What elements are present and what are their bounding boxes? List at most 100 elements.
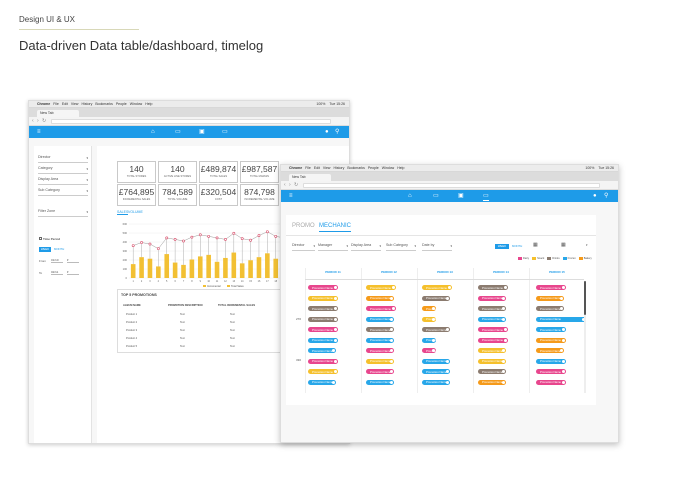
timeline-bar[interactable]: Promotion Name [366, 379, 394, 385]
from-year-field[interactable]: ▾ [67, 258, 79, 263]
menu-icon[interactable]: ≡ [289, 193, 293, 199]
scrollbar[interactable] [584, 281, 586, 393]
timeline-bar[interactable]: Promotion Name [536, 348, 564, 353]
back-icon[interactable]: ‹ [284, 182, 286, 188]
timeline-bar[interactable]: Promotion Name [478, 348, 506, 353]
from-field[interactable]: 01/10 [51, 258, 63, 263]
calendar-from-icon[interactable]: ▦ [533, 242, 538, 248]
mac-menu-item[interactable]: View [322, 166, 331, 170]
timeline-bar[interactable]: Promotion Name [308, 285, 338, 290]
filter-select[interactable]: Filter Zone ▾ [38, 209, 88, 217]
back-icon[interactable]: ‹ [32, 118, 34, 124]
calendar-to-icon[interactable]: ▦ [561, 242, 566, 248]
calendar-icon[interactable]: ▣ [458, 193, 464, 199]
timeline-bar[interactable]: Promotion Name [422, 285, 452, 290]
timeline-bar[interactable]: Promotion Name [308, 369, 338, 374]
timeline-bar[interactable]: Promotion Name [536, 379, 566, 385]
timeline-bar[interactable]: Promotion Name [366, 295, 394, 301]
mac-menu-item[interactable]: History [81, 102, 93, 106]
inbox-icon[interactable]: ▭ [433, 193, 439, 199]
mac-menu-item[interactable]: View [70, 102, 79, 106]
url-input[interactable] [51, 119, 331, 124]
timeline-bar[interactable]: Promotion Name [422, 327, 450, 332]
timeline-bar[interactable]: Promotion Name [536, 369, 566, 374]
timeline-bar[interactable]: Promotion Name [536, 316, 586, 322]
mac-menu-item[interactable]: Help [145, 102, 153, 106]
timeline-bar[interactable]: Promotion Name [308, 306, 338, 311]
timeline-bar[interactable]: Promotion Name [366, 285, 396, 290]
timeline-bar[interactable]: Promotion Name [478, 285, 508, 290]
timeline-bar[interactable]: Promotion Name [422, 337, 447, 343]
inbox-icon[interactable]: ▭ [175, 129, 181, 135]
mac-menu-item[interactable]: File [53, 102, 59, 106]
timeline-bar[interactable]: Promotion Name [536, 295, 564, 301]
timeline-bar[interactable]: Promotion Name [422, 348, 447, 353]
timeline-bar[interactable]: Promotion Name [422, 369, 450, 374]
timeline-bar[interactable]: Promotion Name [308, 348, 336, 353]
filter-select[interactable]: Date by ▾ [422, 243, 452, 251]
timeline-bar[interactable]: Promotion Name [422, 379, 450, 385]
timeline-bar[interactable]: Promotion Name [478, 306, 506, 311]
mac-menu-item[interactable]: People [367, 166, 379, 170]
timeline-bar[interactable]: Promotion Name [536, 285, 566, 290]
mac-menu-item[interactable]: Window [129, 102, 143, 106]
timeline-bar[interactable]: Promotion Name [366, 337, 394, 343]
mac-menu-item[interactable]: History [333, 166, 345, 170]
timeline-bar[interactable]: Promotion Name [422, 358, 450, 364]
timeline-bar[interactable]: Promotion Name [478, 379, 506, 385]
timeline-bar[interactable]: Promotion Name [308, 337, 338, 343]
timeline-bar[interactable]: Promotion Name [478, 337, 508, 343]
timeline-bar[interactable]: Promotion Name [478, 327, 508, 332]
timeline-bar[interactable]: Promotion Name [308, 295, 338, 301]
timeline-bar[interactable]: Promotion Name [308, 379, 336, 385]
mac-menu-item[interactable]: Bookmarks [95, 102, 113, 106]
week-chip[interactable]: WEEK [39, 247, 51, 252]
mac-menu-item[interactable]: Edit [61, 102, 68, 106]
calendar-icon[interactable]: ▣ [199, 129, 205, 135]
timeline-bar[interactable]: Promotion Name [308, 358, 338, 364]
home-icon[interactable]: ⌂ [408, 193, 412, 199]
user-icon[interactable]: ● [325, 129, 329, 135]
timeline-bar[interactable]: Promotion Name [366, 348, 394, 353]
month-chip[interactable]: MONTH [54, 247, 65, 251]
timeline-bar[interactable]: Promotion Name [366, 316, 394, 322]
filter-select[interactable]: Director ▾ [292, 243, 315, 251]
tab-sales[interactable]: SALES [117, 210, 129, 215]
timeline-bar[interactable]: Promotion Name [536, 337, 566, 343]
browser-tab[interactable]: New Tab [289, 174, 331, 181]
url-input[interactable] [303, 183, 600, 188]
timeline-bar[interactable]: Promotion Name [422, 316, 447, 322]
to-field[interactable]: 02/11 [51, 270, 63, 275]
filter-select[interactable]: Sub Category ▾ [386, 243, 416, 251]
timeline-bar[interactable]: Promotion Name [308, 316, 338, 322]
browser-tab[interactable]: New Tab [37, 110, 79, 117]
timeline-bar[interactable]: Promotion Name [478, 358, 506, 364]
timeline-bar[interactable]: Promotion Name [478, 369, 506, 374]
timeline-bar[interactable]: Promotion Name [366, 306, 396, 311]
filter-select[interactable]: Director ▾ [38, 155, 88, 163]
monitor-icon[interactable]: ▭ [222, 129, 228, 135]
reload-icon[interactable]: ↻ [42, 118, 47, 124]
timeline-bar[interactable]: Promotion Name [536, 306, 564, 311]
reload-icon[interactable]: ↻ [294, 182, 299, 188]
monitor-icon[interactable]: ▭ [483, 193, 489, 201]
tab-mechanic[interactable]: MECHANIC [319, 223, 352, 232]
filter-select[interactable]: Sub Category ▾ [38, 188, 88, 196]
search-icon[interactable]: ⚲ [604, 193, 609, 199]
timeline-bar[interactable]: Promotion Name [366, 327, 394, 332]
week-toggle[interactable]: WEEK [495, 244, 509, 249]
home-icon[interactable]: ⌂ [151, 129, 155, 135]
mac-menu-item[interactable]: Chrome [289, 166, 303, 170]
filter-select[interactable]: Display Area ▾ [351, 243, 381, 251]
chevron-down-icon[interactable]: ▾ [586, 243, 588, 247]
timeline-bar[interactable]: Promotion Name [478, 295, 506, 301]
mac-menu-item[interactable]: People [115, 102, 127, 106]
filter-select[interactable]: Display Area ▾ [38, 177, 88, 185]
timeline-bar[interactable]: Promotion Name [308, 327, 338, 332]
timeline-bar[interactable]: Promotion Name [366, 358, 394, 364]
timeline-bar[interactable]: Promotion Name [478, 316, 506, 322]
tab-volume[interactable]: VOLUME [128, 210, 143, 214]
mac-menu-item[interactable]: Edit [313, 166, 320, 170]
search-icon[interactable]: ⚲ [335, 129, 340, 135]
mac-menu-item[interactable]: File [305, 166, 311, 170]
